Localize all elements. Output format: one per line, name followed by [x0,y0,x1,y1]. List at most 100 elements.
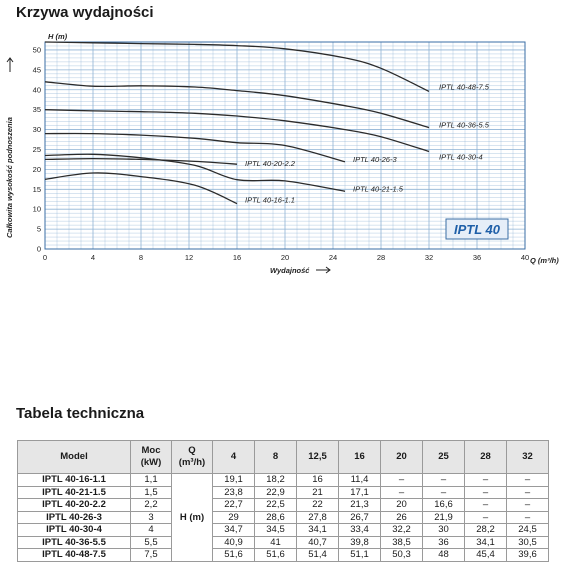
row-model: IPTL 40-48-7.5 [17,548,131,562]
cell: 29 [212,510,255,524]
x-axis-label: Wydajność [270,266,310,275]
cell: 11,4 [338,473,381,487]
cell: 16,6 [422,498,465,512]
y-tick-label: 20 [33,165,41,174]
cell: 51,1 [338,548,381,562]
cell: 22,7 [212,498,255,512]
y-axis-arrow-icon [6,57,14,72]
cell: – [506,498,549,512]
table-row: IPTL 40-36-5.5 5,5 40,9 41 40,7 39,8 38,… [17,535,549,549]
y-axis-unit: H (m) [48,32,68,41]
cell: 36 [422,535,465,549]
x-tick-label: 24 [329,253,337,262]
cell: 21,3 [338,498,381,512]
cell: 28,2 [464,523,507,537]
series-line [44,109,430,153]
col-flow: 8 [254,440,297,474]
cell: 16 [296,473,339,487]
table-row: IPTL 40-26-3 3 29 28,6 27,8 26,7 26 21,9… [17,510,549,524]
tech-table: Model Moc (kW) Q (m³/h) 4 8 12,5 16 20 25 … [17,440,549,562]
series-label: IPTL 40-21-1.5 [353,184,404,193]
cell: 18,2 [254,473,297,487]
col-flow: 25 [422,440,465,474]
x-tick-label: 0 [43,253,47,262]
col-flow: 32 [506,440,549,474]
cell: – [422,485,465,499]
cell: 30 [422,523,465,537]
series-line [44,81,430,129]
cell: 39,6 [506,548,549,562]
y-tick-label: 25 [33,145,41,154]
cell: 51,4 [296,548,339,562]
cell: 17,1 [338,485,381,499]
row-power: 5,5 [130,535,172,549]
col-q-unit: (m³/h) [178,457,206,468]
table-row: IPTL 40-30-4 4 34,7 34,5 34,1 33,4 32,2 … [17,523,549,537]
cell: 27,8 [296,510,339,524]
h-unit-cell: H (m) [171,473,213,562]
cell: 41 [254,535,297,549]
y-tick-label: 0 [37,245,41,254]
x-tick-label: 12 [185,253,193,262]
cell: 32,2 [380,523,423,537]
series-label: IPTL 40-30-4 [439,152,483,161]
cell: 39,8 [338,535,381,549]
y-tick-label: 30 [33,125,41,134]
cell: 21,9 [422,510,465,524]
series-label: IPTL 40-26-3 [353,155,397,164]
x-tick-label: 28 [377,253,385,262]
table-row: IPTL 40-21-1.5 1,5 23,8 22,9 21 17,1 – –… [17,485,549,499]
plot-frame [44,41,526,250]
cell: 23,8 [212,485,255,499]
cell: 33,4 [338,523,381,537]
row-power: 1,5 [130,485,172,499]
x-tick-label: 36 [473,253,481,262]
row-model: IPTL 40-21-1.5 [17,485,131,499]
col-flow: 20 [380,440,423,474]
table-row: IPTL 40-20-2.2 2,2 22,7 22,5 22 21,3 20 … [17,498,549,512]
cell: 21 [296,485,339,499]
x-tick-label: 40 [521,253,529,262]
series-line [44,157,238,165]
cell: 34,5 [254,523,297,537]
row-model: IPTL 40-20-2.2 [17,498,131,512]
table-row: IPTL 40-16-1.1 1,1 H (m) 19,1 18,2 16 11… [17,473,549,562]
row-power: 4 [130,523,172,537]
col-power-label: Moc [141,445,161,456]
series-line [44,153,346,192]
series-line [44,172,238,205]
col-flow: 12,5 [296,440,339,474]
cell: 22,5 [254,498,297,512]
y-tick-label: 35 [33,105,41,114]
chart-curves [44,41,430,205]
cell: 22 [296,498,339,512]
y-axis-label: Całkowita wysokość podnoszenia [5,117,14,238]
cell: – [506,485,549,499]
row-power: 2,2 [130,498,172,512]
series-label: IPTL 40-20-2.2 [245,159,296,168]
series-label: IPTL 40-48-7.5 [439,82,490,91]
y-tick-label: 40 [33,85,41,94]
cell: 28,6 [254,510,297,524]
series-line [44,132,346,163]
cell: – [464,510,507,524]
row-model: IPTL 40-36-5.5 [17,535,131,549]
cell: 38,5 [380,535,423,549]
series-label: IPTL 40-16-1.1 [245,196,295,205]
cell: 34,1 [464,535,507,549]
row-model: IPTL 40-30-4 [17,523,131,537]
col-flow: 16 [338,440,381,474]
cell: 51,6 [212,548,255,562]
series-label: IPTL 40-36-5.5 [439,121,490,130]
cell: 26,7 [338,510,381,524]
cell: 40,7 [296,535,339,549]
y-tick-label: 10 [33,205,41,214]
table-row: IPTL 40-48-7.5 7,5 51,6 51,6 51,4 51,1 5… [17,548,549,562]
cell: 51,6 [254,548,297,562]
chart-series-labels: IPTL 40-48-7.5 IPTL 40-36-5.5 IPTL 40-30-4… [245,82,490,204]
y-tick-label: 45 [33,65,41,74]
cell: – [380,485,423,499]
cell: 50,3 [380,548,423,562]
cell: – [422,473,465,487]
cell: – [464,473,507,487]
